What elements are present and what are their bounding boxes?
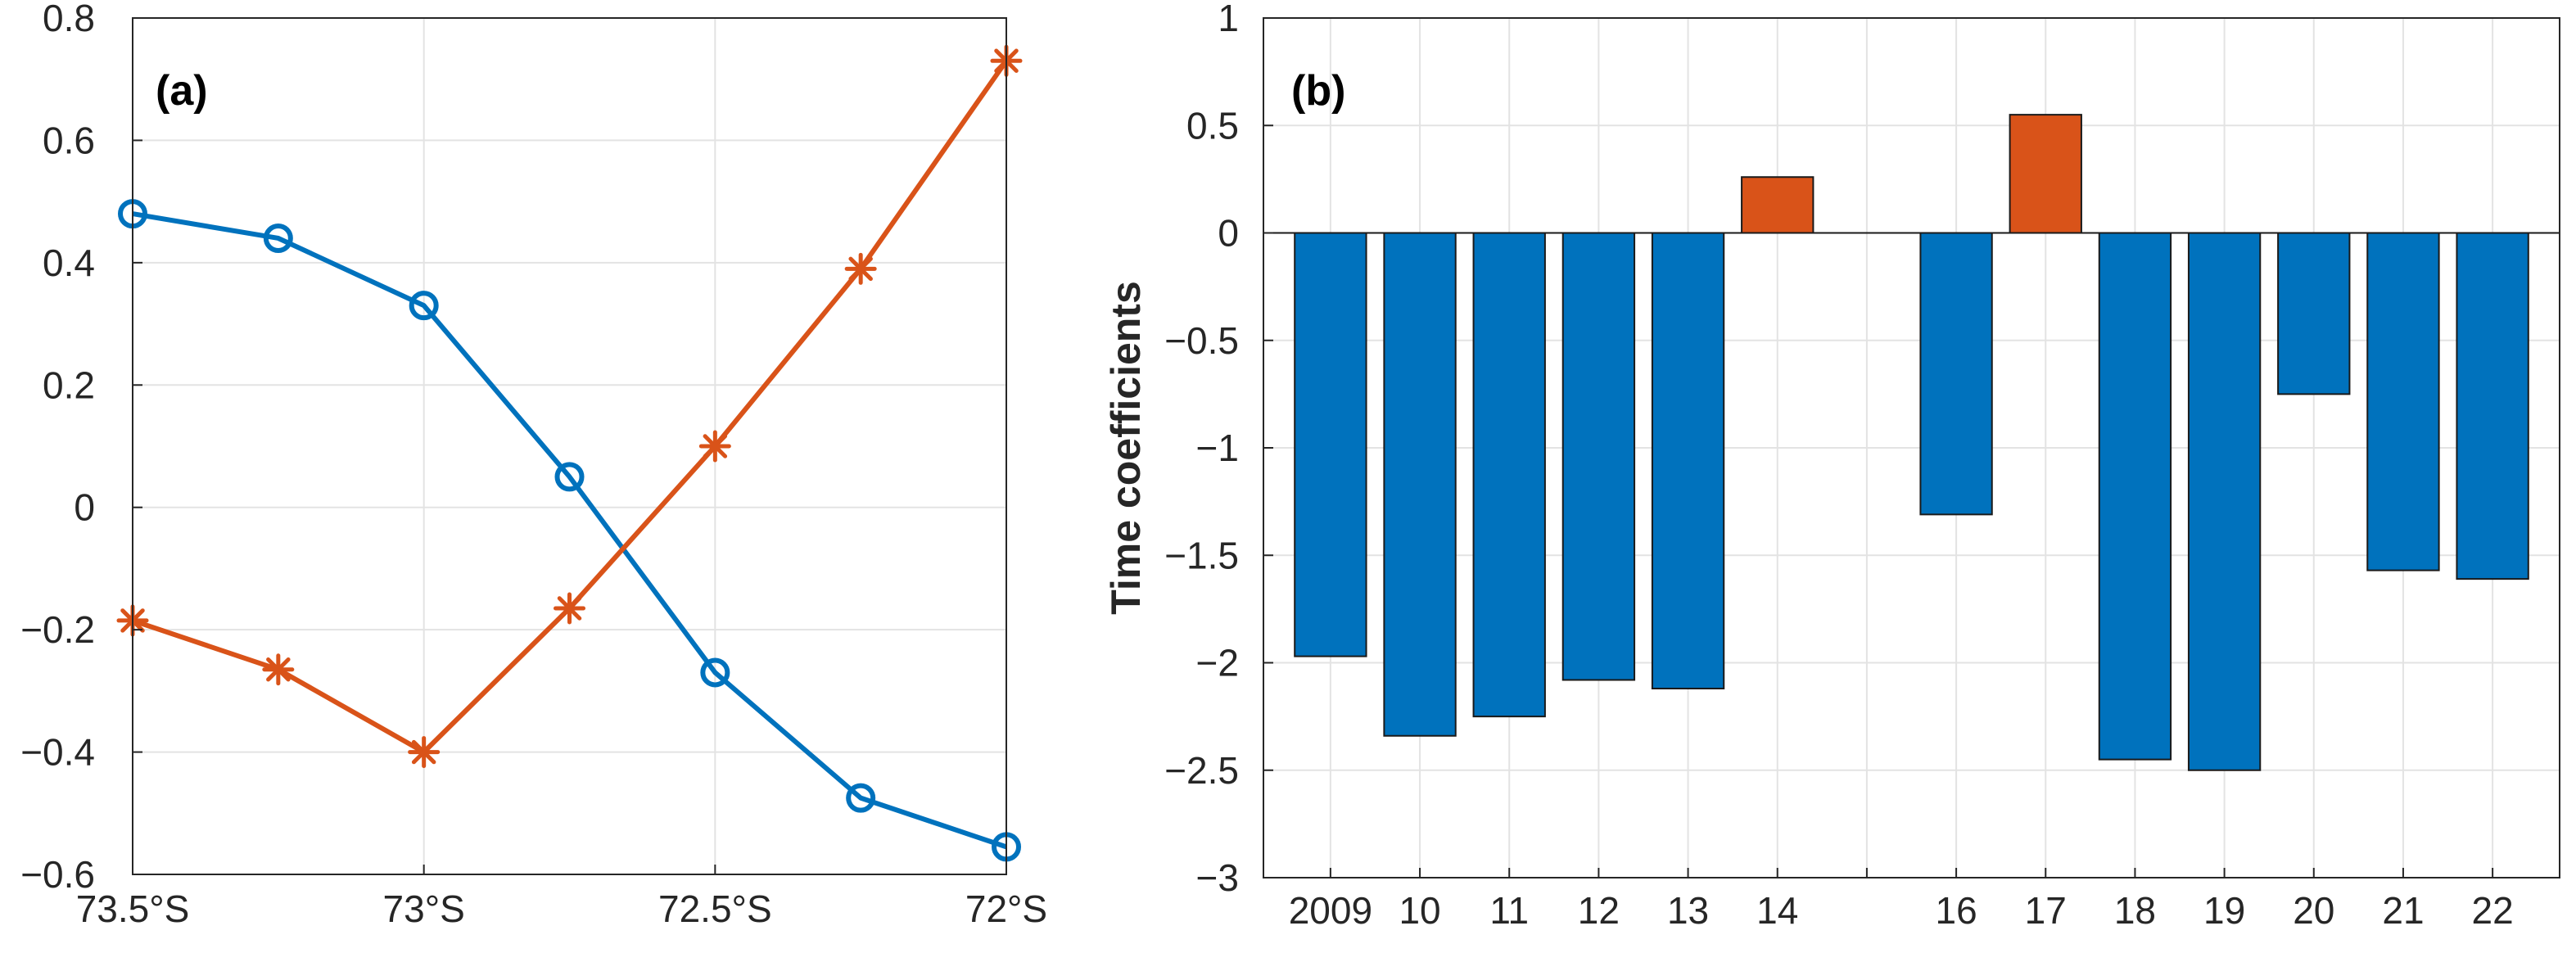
panel-b-bar-16 — [1919, 232, 1993, 516]
panel-b-y-tick-label: −1.5 — [1164, 534, 1239, 576]
panel-b-x-tick-label: 12 — [1578, 889, 1620, 932]
panel-b-x-tick-label: 20 — [2293, 889, 2334, 932]
panel-b-y-tick-label: −2.5 — [1164, 749, 1239, 792]
panel-a-circle-marker — [409, 291, 439, 321]
panel-a-y-tick-label: 0.6 — [43, 119, 95, 161]
panel-a-asterisk-marker — [698, 430, 731, 463]
panel-a-x-tick-label: 73.5°S — [76, 887, 190, 930]
panel-b-bar-13 — [1651, 232, 1725, 689]
panel-b-x-tick-label: 22 — [2472, 889, 2514, 932]
panel-a-asterisk-marker — [554, 592, 585, 625]
panel-b-y-tick-label: −0.5 — [1164, 319, 1239, 362]
panel-b-y-axis-label: Time coefficients — [1103, 281, 1149, 615]
panel-b-bar-19 — [2187, 232, 2262, 771]
panel-a-y-tick-label: −0.6 — [20, 853, 95, 896]
panel-a-label: (a) — [156, 67, 208, 115]
panel-a-asterisk-marker — [262, 653, 295, 686]
panel-a-y-tick-label: 0.2 — [43, 364, 95, 406]
panel-a-circle-marker — [700, 657, 730, 688]
panel-b-y-tick-label: −2 — [1196, 642, 1239, 684]
panel-b-label: (b) — [1291, 67, 1345, 115]
panel-a-series-line-1 — [132, 211, 1007, 850]
panel-b-bar-10 — [1383, 232, 1457, 737]
panel-b-bars — [1263, 114, 2560, 771]
panel-a-circle-marker — [263, 223, 293, 253]
panel-a-asterisk-marker — [844, 252, 877, 285]
panel-b-x-tick-label: 14 — [1756, 889, 1798, 932]
panel-b-y-tick-label: 0 — [1218, 212, 1239, 255]
panel-b-y-tick-label: −3 — [1196, 856, 1239, 899]
panel-a-series-line-2 — [132, 59, 1009, 755]
panel-b-grid — [1263, 17, 2560, 878]
panel-b-bar-20 — [2277, 232, 2351, 395]
panel-a-y-tick-label: 0.4 — [43, 242, 95, 284]
panel-b-bar-17 — [2009, 114, 2082, 234]
panel-a-x-tick-label: 72°S — [965, 887, 1047, 930]
panel-b-bar-12 — [1561, 232, 1636, 681]
panel-b-bar-22 — [2456, 232, 2529, 580]
panel-a-grid — [132, 17, 1007, 875]
panel-b-x-tick-label: 10 — [1399, 889, 1440, 932]
panel-b-x-tick-label: 16 — [1936, 889, 1977, 932]
panel-a-circle-marker — [846, 783, 876, 813]
panel-b-x-tick-label: 19 — [2203, 889, 2245, 932]
panel-a-y-tick-label: −0.2 — [20, 608, 95, 651]
panel-b-x-tick-label: 18 — [2114, 889, 2156, 932]
panel-b-x-tick-label: 2009 — [1289, 889, 1372, 932]
panel-a-series — [116, 44, 1023, 862]
panel-b-bar-21 — [2366, 232, 2440, 571]
panel-b-bar-14 — [1741, 176, 1814, 234]
panel-b-ticks: 2009 10 11 12 13 14 16 17 18 19 20 21 22−3−2.5−2−1.5… — [1164, 0, 2514, 932]
panel-a-y-tick-label: −0.4 — [20, 731, 95, 774]
panel-b-y-tick-label: 0.5 — [1186, 104, 1239, 147]
panel-a-line-chart: 73.5°S 73°S 72.5°S 72°S −0.6 −0.4 −0.2 0 0.2 0.4 0… — [20, 0, 1047, 930]
panel-a-asterisk-marker — [408, 736, 441, 769]
panel-b-x-tick-label: 21 — [2382, 889, 2424, 932]
panel-a-y-tick-label: 0.8 — [43, 0, 95, 39]
panel-a-circle-marker — [554, 462, 585, 492]
panel-a-y-tick-label: 0 — [74, 486, 95, 529]
panel-a-ticks: 73.5°S 73°S 72.5°S 72°S −0.6 −0.4 −0.2 0 0.2 0.4 0… — [20, 0, 1047, 930]
panel-b-bar-2009 — [1294, 232, 1367, 657]
panel-b-y-tick-label: 1 — [1218, 0, 1239, 39]
panel-a-x-tick-label: 72.5°S — [658, 887, 772, 930]
panel-b-x-tick-label: 17 — [2025, 889, 2067, 932]
panel-b-x-tick-label: 13 — [1667, 889, 1709, 932]
panel-a-axes-box — [132, 17, 1007, 875]
panel-b-bar-18 — [2098, 232, 2172, 761]
panel-b-bar-chart: 2009 10 11 12 13 14 16 17 18 19 20 21 22−3−2.5−2−1.5… — [1103, 0, 2560, 932]
panel-a-x-tick-label: 73°S — [383, 887, 465, 930]
panel-b-y-tick-label: −1 — [1196, 427, 1239, 469]
panel-b-x-tick-label: 11 — [1489, 889, 1529, 932]
panel-b-bar-11 — [1472, 232, 1546, 718]
